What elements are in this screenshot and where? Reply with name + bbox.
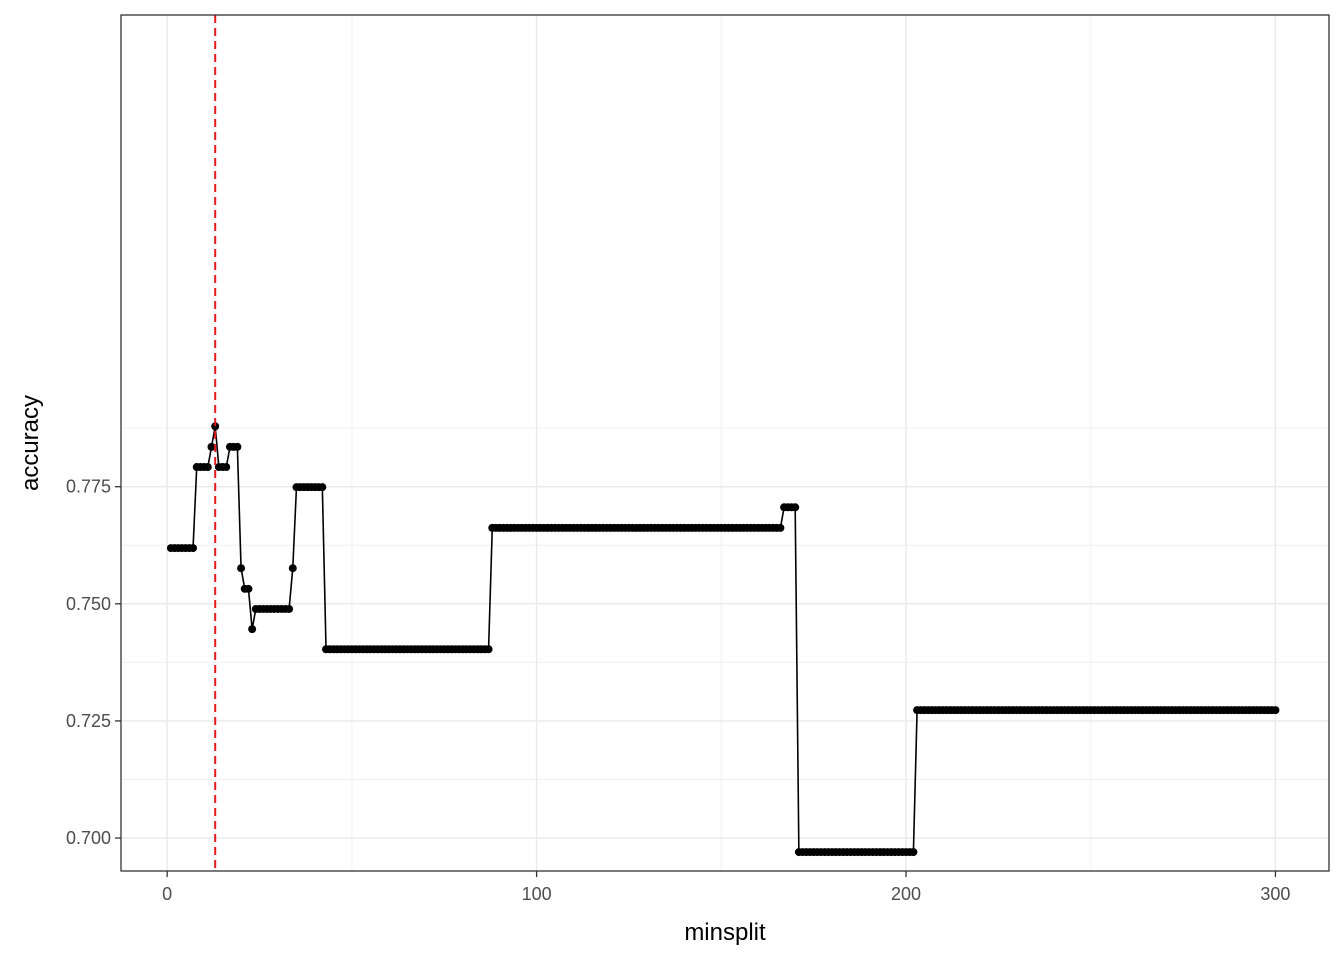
panel-background	[121, 15, 1329, 871]
data-point	[237, 564, 246, 573]
data-point	[233, 442, 242, 451]
y-axis-title: accuracy	[17, 395, 44, 491]
data-point	[1271, 706, 1280, 715]
data-point	[791, 503, 800, 512]
panel-border	[120, 14, 1330, 872]
y-tick-label: 0.725	[66, 711, 111, 731]
data-point	[203, 463, 212, 472]
data-point	[244, 584, 253, 593]
data-point	[484, 645, 493, 654]
y-axis: 0.700 0.725 0.750 0.775	[66, 477, 121, 848]
major-gridlines	[121, 15, 1329, 871]
data-point	[189, 544, 198, 553]
data-point	[207, 442, 216, 451]
data-point	[248, 625, 257, 634]
data-point	[285, 604, 294, 613]
x-tick-label: 0	[162, 884, 172, 904]
data-point	[222, 463, 231, 472]
x-tick-label: 100	[522, 884, 552, 904]
y-tick-label: 0.775	[66, 477, 111, 497]
data-point	[776, 523, 785, 532]
minor-gridlines	[121, 15, 1329, 871]
series-layer	[166, 422, 1280, 857]
data-point	[909, 848, 918, 857]
x-axis-title: minsplit	[684, 919, 766, 946]
data-point	[211, 422, 220, 431]
y-tick-label: 0.700	[66, 828, 111, 848]
y-tick-label: 0.750	[66, 594, 111, 614]
x-tick-label: 200	[891, 884, 921, 904]
x-axis: 0 100 200 300	[162, 871, 1290, 904]
data-point	[318, 483, 327, 492]
data-point	[288, 564, 297, 573]
x-tick-label: 300	[1260, 884, 1290, 904]
